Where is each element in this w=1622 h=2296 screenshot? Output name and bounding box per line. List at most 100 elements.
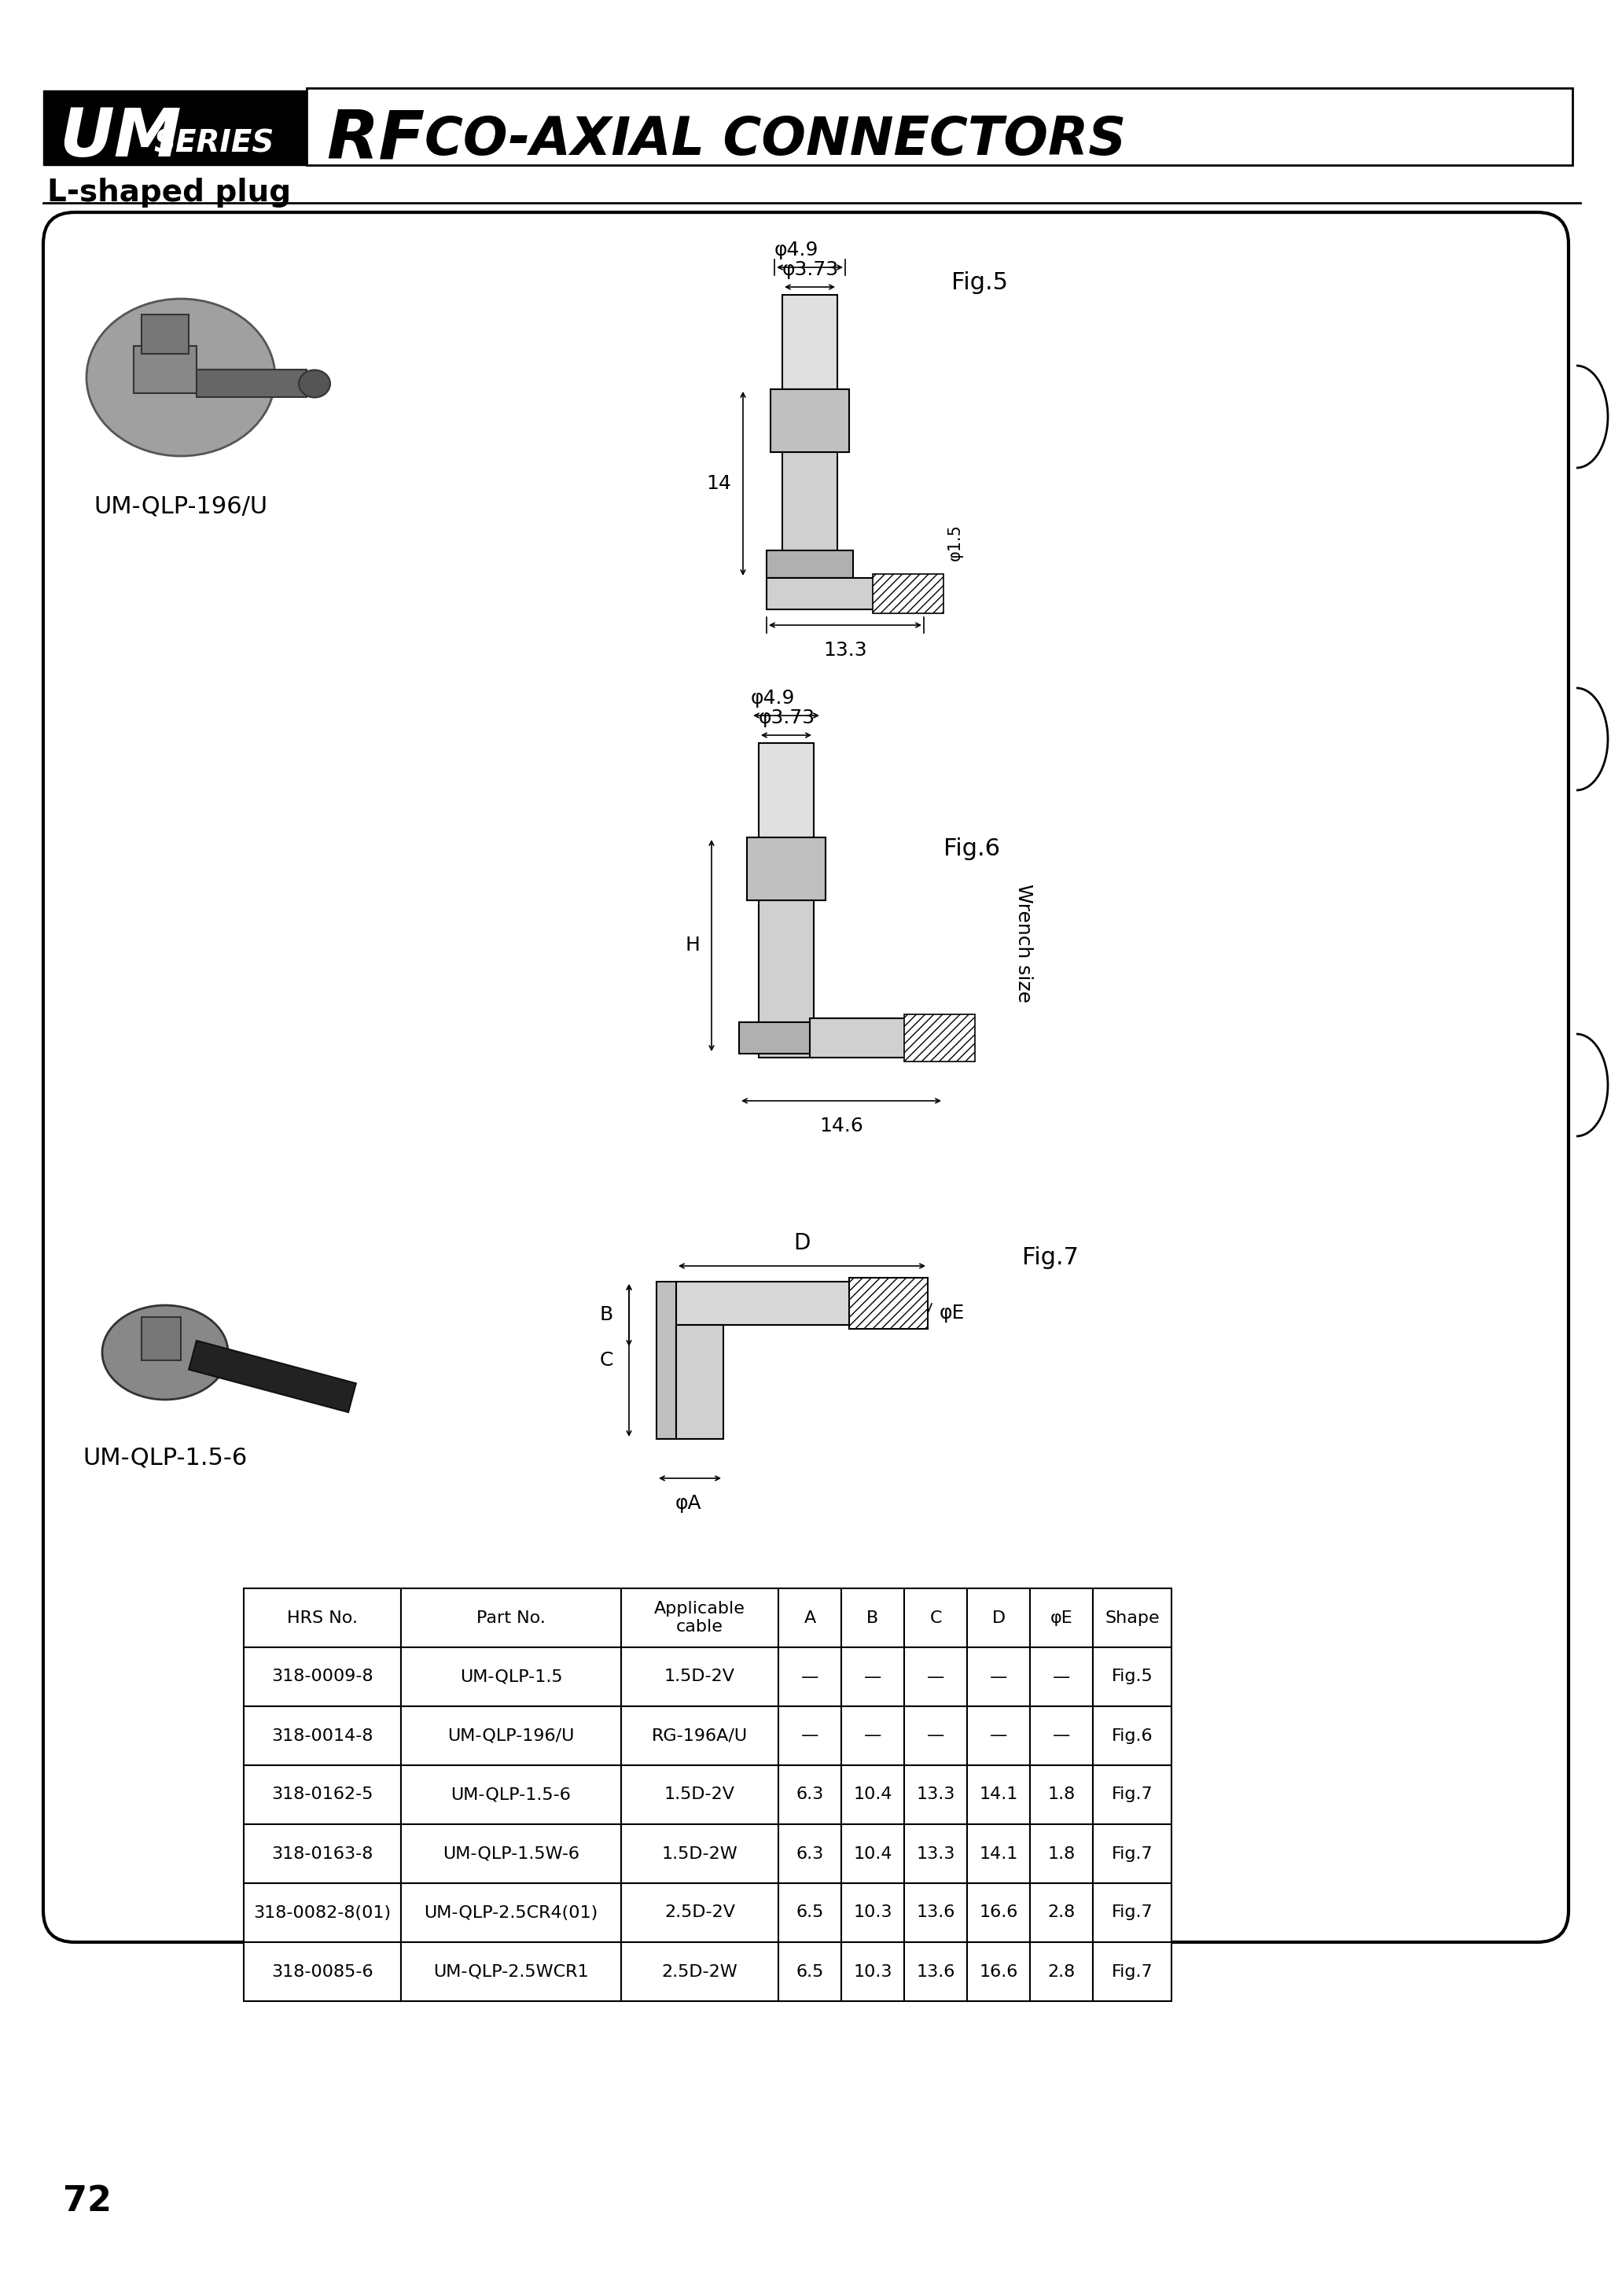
Text: UM-QLP-1.5-6: UM-QLP-1.5-6 xyxy=(451,1786,571,1802)
Text: D: D xyxy=(991,1609,1006,1626)
Text: 1.8: 1.8 xyxy=(1048,1786,1075,1802)
Bar xyxy=(1030,1646,1093,1706)
Bar xyxy=(1030,1825,1093,1883)
Bar xyxy=(1093,1825,1171,1883)
Text: φ4.9: φ4.9 xyxy=(774,241,819,259)
Text: UM: UM xyxy=(58,106,182,170)
Bar xyxy=(1030,1766,1093,1825)
Text: 318-0163-8: 318-0163-8 xyxy=(271,1846,373,1862)
Bar xyxy=(401,1646,621,1706)
Text: 14.1: 14.1 xyxy=(980,1846,1019,1862)
Bar xyxy=(967,1766,1030,1825)
Text: Fig.5: Fig.5 xyxy=(1111,1669,1153,1685)
Text: UM-QLP-196/U: UM-QLP-196/U xyxy=(448,1729,574,1743)
Bar xyxy=(1093,1942,1171,2002)
Bar xyxy=(903,1646,967,1706)
Bar xyxy=(141,1318,180,1359)
Text: C: C xyxy=(600,1350,613,1371)
Bar xyxy=(621,1942,779,2002)
Bar xyxy=(621,1883,779,1942)
Text: —: — xyxy=(926,1729,944,1743)
Bar xyxy=(779,1825,842,1883)
Text: RG-196A/U: RG-196A/U xyxy=(652,1729,748,1743)
Ellipse shape xyxy=(298,370,331,397)
Text: 10.3: 10.3 xyxy=(853,1963,892,1979)
Bar xyxy=(842,1706,903,1766)
Bar xyxy=(243,1883,401,1942)
Bar xyxy=(621,1766,779,1825)
Bar xyxy=(401,1883,621,1942)
Bar xyxy=(133,347,196,393)
Ellipse shape xyxy=(102,1304,229,1401)
Bar xyxy=(676,1325,723,1440)
FancyBboxPatch shape xyxy=(44,90,310,165)
Bar xyxy=(759,900,814,1058)
Bar xyxy=(1030,1706,1093,1766)
Bar xyxy=(967,1825,1030,1883)
Text: 13.3: 13.3 xyxy=(916,1846,955,1862)
FancyBboxPatch shape xyxy=(307,87,1572,165)
Text: 13.3: 13.3 xyxy=(824,641,868,659)
Text: L-shaped plug: L-shaped plug xyxy=(47,177,290,207)
Text: 16.6: 16.6 xyxy=(980,1906,1019,1919)
Text: 2.8: 2.8 xyxy=(1048,1963,1075,1979)
Bar xyxy=(842,1766,903,1825)
Bar xyxy=(621,1589,779,1646)
Bar xyxy=(967,1646,1030,1706)
Bar xyxy=(746,838,826,900)
Text: 10.3: 10.3 xyxy=(853,1906,892,1919)
Text: —: — xyxy=(865,1729,881,1743)
Text: 318-0014-8: 318-0014-8 xyxy=(271,1729,373,1743)
Text: φA: φA xyxy=(675,1495,701,1513)
Text: A: A xyxy=(805,1609,816,1626)
Bar xyxy=(903,1589,967,1646)
Text: φ3.73: φ3.73 xyxy=(782,259,839,280)
Bar xyxy=(903,1015,975,1061)
Text: 318-0085-6: 318-0085-6 xyxy=(271,1963,373,1979)
Text: —: — xyxy=(1053,1669,1071,1685)
Bar xyxy=(1093,1706,1171,1766)
Text: 318-0082-8(01): 318-0082-8(01) xyxy=(253,1906,391,1919)
Text: φ4.9: φ4.9 xyxy=(751,689,795,707)
Bar xyxy=(243,1706,401,1766)
Text: 6.3: 6.3 xyxy=(796,1786,824,1802)
Bar xyxy=(1093,1646,1171,1706)
Bar xyxy=(782,452,837,579)
Bar xyxy=(401,1942,621,2002)
Text: —: — xyxy=(989,1729,1007,1743)
Text: 16.6: 16.6 xyxy=(980,1963,1019,1979)
Text: 318-0009-8: 318-0009-8 xyxy=(271,1669,373,1685)
Bar xyxy=(759,744,814,838)
Text: 6.5: 6.5 xyxy=(796,1906,824,1919)
Bar xyxy=(967,1589,1030,1646)
Bar xyxy=(850,1279,928,1329)
Bar xyxy=(621,1646,779,1706)
Bar xyxy=(1030,1883,1093,1942)
Text: D: D xyxy=(793,1233,811,1254)
Text: UM-QLP-1.5-6: UM-QLP-1.5-6 xyxy=(83,1446,248,1469)
Bar xyxy=(1093,1766,1171,1825)
Text: C: C xyxy=(929,1609,942,1626)
Text: H: H xyxy=(684,937,699,955)
Bar xyxy=(767,579,925,608)
Text: 13.6: 13.6 xyxy=(916,1906,955,1919)
Text: φE: φE xyxy=(1049,1609,1072,1626)
Text: 13.6: 13.6 xyxy=(916,1963,955,1979)
Text: 318-0162-5: 318-0162-5 xyxy=(271,1786,373,1802)
Bar xyxy=(1093,1883,1171,1942)
Bar xyxy=(779,1706,842,1766)
Bar xyxy=(779,1646,842,1706)
Text: 1.8: 1.8 xyxy=(1048,1846,1075,1862)
Bar xyxy=(903,1883,967,1942)
Bar xyxy=(779,1766,842,1825)
Bar xyxy=(196,370,307,397)
Text: 2.8: 2.8 xyxy=(1048,1906,1075,1919)
Bar xyxy=(873,574,944,613)
Bar xyxy=(967,1883,1030,1942)
Text: Fig.7: Fig.7 xyxy=(1111,1786,1153,1802)
Bar xyxy=(779,1883,842,1942)
Bar xyxy=(1093,1589,1171,1646)
Bar xyxy=(903,1825,967,1883)
Bar xyxy=(401,1766,621,1825)
Text: Applicable
cable: Applicable cable xyxy=(654,1600,744,1635)
